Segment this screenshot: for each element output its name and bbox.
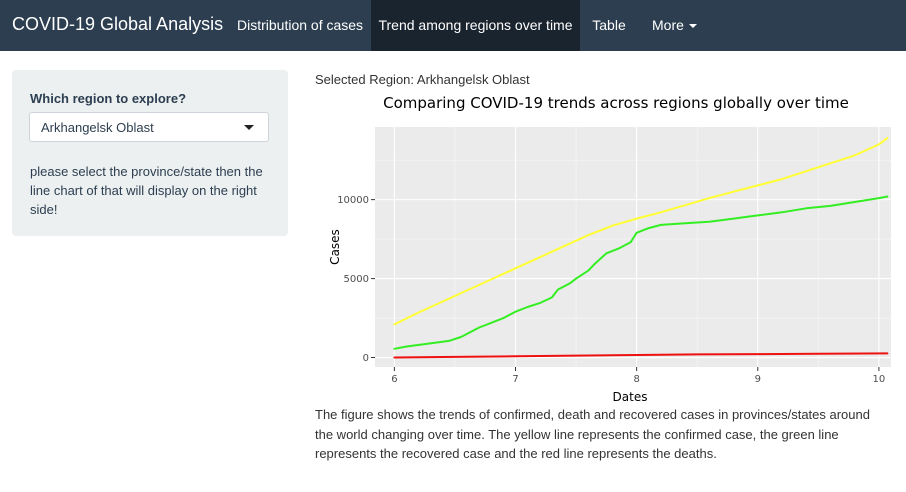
navbar: COVID-19 Global Analysis Distribution of… [0,0,906,51]
series-line-2 [393,352,889,359]
help-text: please select the province/state then th… [30,164,263,217]
series-lines [393,137,889,359]
tab-trend-among-regions[interactable]: Trend among regions over time [371,0,580,51]
chart-description: The figure shows the trends of confirmed… [315,407,870,461]
axis-ticks: 6 7 8 9 10 0 5000 10000 [337,195,885,385]
y-axis-title: Cases [328,229,342,265]
trend-chart: Comparing COVID-19 trends across regions… [328,94,891,404]
region-select-label: Which region to explore? [30,91,187,106]
x-tick-label: 9 [755,374,761,385]
y-tick-label: 10000 [337,195,369,206]
x-tick-label: 8 [633,374,639,385]
caret-down-icon [688,24,697,29]
sidebar-panel: Which region to explore? Arkhangelsk Obl… [12,70,288,236]
more-label: More [652,17,684,33]
x-tick-label: 10 [873,374,886,385]
x-tick-label: 6 [391,374,397,385]
series-line-1 [393,195,889,350]
chart-title: Comparing COVID-19 trends across regions… [383,94,849,112]
y-tick-label: 5000 [344,274,369,285]
more-dropdown[interactable]: More [638,0,710,51]
region-select-value: Arkhangelsk Oblast [41,120,154,135]
plot-panel [375,127,891,367]
tab-distribution-of-cases[interactable]: Distribution of cases [237,17,364,33]
x-axis-title: Dates [613,390,648,404]
tab-table[interactable]: Table [592,17,626,33]
x-tick-label: 7 [512,374,518,385]
region-select[interactable]: Arkhangelsk Oblast [29,112,269,142]
chevron-down-icon [244,125,254,130]
selected-region-text: Selected Region: Arkhangelsk Oblast [315,72,530,87]
series-line-0 [393,137,889,326]
y-tick-label: 0 [363,353,369,364]
app-title[interactable]: COVID-19 Global Analysis [12,14,224,34]
